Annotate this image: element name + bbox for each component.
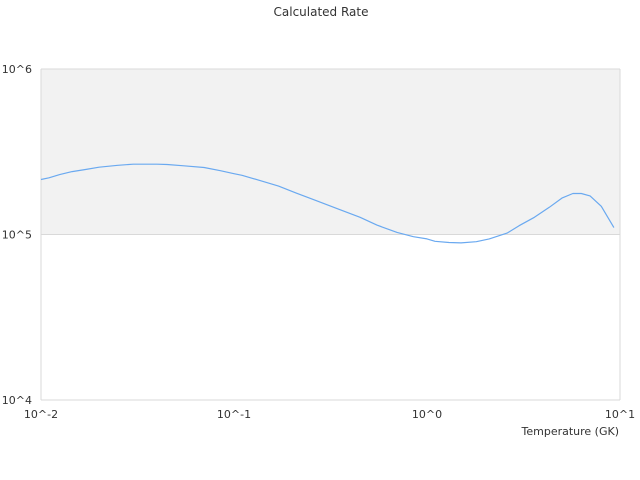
x-tick-labels: 10^-2 10^-1 10^0 10^1: [24, 408, 635, 421]
series-line: [40, 163, 615, 244]
y-tick-label: 10^6: [2, 63, 32, 76]
x-axis-title: Temperature (GK): [521, 425, 620, 438]
plot-band: [41, 69, 620, 235]
grid: [40, 68, 621, 401]
y-tick-labels: 10^4 10^5 10^6: [2, 63, 32, 407]
x-tick-label: 10^-2: [24, 408, 58, 421]
x-tick-label: 10^0: [412, 408, 442, 421]
x-tick-label: 10^1: [605, 408, 635, 421]
y-tick-label: 10^5: [2, 229, 32, 242]
y-tick-label: 10^4: [2, 394, 32, 407]
chart-title: Calculated Rate: [274, 5, 369, 19]
series-group: [40, 163, 615, 244]
x-tick-label: 10^-1: [217, 408, 251, 421]
